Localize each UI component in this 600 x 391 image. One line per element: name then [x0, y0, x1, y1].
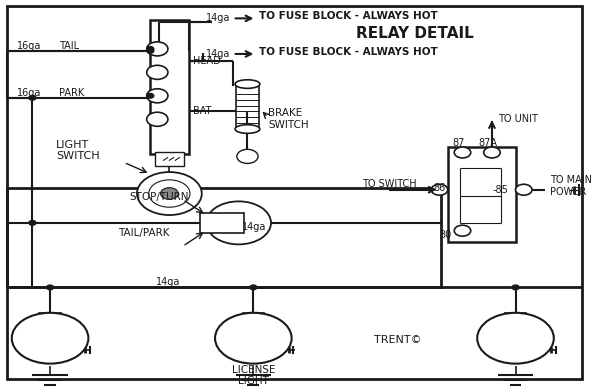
Text: TO FUSE BLOCK - ALWAYS HOT: TO FUSE BLOCK - ALWAYS HOT [259, 47, 438, 57]
Circle shape [29, 95, 36, 100]
Circle shape [137, 172, 202, 215]
Text: TAIL: TAIL [59, 41, 79, 51]
Circle shape [515, 184, 532, 195]
Circle shape [146, 93, 154, 98]
Text: BAT: BAT [193, 106, 212, 117]
Circle shape [146, 112, 168, 126]
Circle shape [47, 285, 53, 290]
Text: STOP/TURN: STOP/TURN [130, 192, 189, 203]
Text: 14ga: 14ga [206, 13, 230, 23]
Circle shape [146, 48, 154, 53]
Circle shape [206, 201, 271, 244]
Circle shape [146, 47, 154, 51]
Circle shape [146, 65, 168, 79]
FancyBboxPatch shape [505, 313, 526, 326]
Circle shape [484, 147, 500, 158]
Ellipse shape [235, 125, 260, 133]
Text: 14ga: 14ga [156, 277, 181, 287]
Text: TO FUSE BLOCK - ALWAYS HOT: TO FUSE BLOCK - ALWAYS HOT [259, 11, 438, 21]
Text: TO UNIT: TO UNIT [498, 114, 538, 124]
Text: -85: -85 [493, 185, 508, 195]
Circle shape [215, 313, 292, 364]
Text: LICENSE
LIGHT: LICENSE LIGHT [232, 364, 275, 386]
Text: LIGHT
SWITCH: LIGHT SWITCH [56, 140, 100, 161]
Text: 16ga: 16ga [16, 41, 41, 51]
Circle shape [477, 313, 554, 364]
Circle shape [250, 285, 257, 290]
Circle shape [454, 225, 471, 236]
Circle shape [29, 221, 36, 225]
Text: 87: 87 [452, 138, 465, 148]
Text: 16ga: 16ga [16, 88, 41, 98]
Text: 14ga: 14ga [206, 49, 230, 59]
Circle shape [146, 42, 168, 56]
Text: 30: 30 [439, 230, 451, 240]
Circle shape [161, 188, 178, 199]
Text: TO MAIN
POWER: TO MAIN POWER [550, 175, 592, 197]
Circle shape [12, 313, 88, 364]
FancyBboxPatch shape [155, 152, 184, 166]
Text: RELAY DETAIL: RELAY DETAIL [356, 26, 474, 41]
Circle shape [512, 285, 519, 290]
Text: TRENT©: TRENT© [374, 335, 422, 345]
FancyBboxPatch shape [243, 313, 264, 326]
Circle shape [431, 184, 448, 195]
Circle shape [454, 147, 471, 158]
Circle shape [237, 149, 258, 163]
Text: TAIL/PARK: TAIL/PARK [118, 228, 169, 238]
FancyBboxPatch shape [40, 313, 61, 326]
Text: 86: 86 [433, 183, 445, 193]
Circle shape [146, 89, 168, 103]
Text: 14ga: 14ga [242, 222, 266, 232]
Text: TO SWITCH: TO SWITCH [362, 179, 417, 189]
FancyBboxPatch shape [200, 213, 244, 233]
Text: HEAD: HEAD [193, 56, 221, 66]
Text: PARK: PARK [59, 88, 84, 98]
Text: BRAKE
SWITCH: BRAKE SWITCH [268, 108, 308, 130]
Circle shape [149, 180, 190, 207]
Text: 87A: 87A [478, 138, 497, 148]
Ellipse shape [235, 80, 260, 88]
